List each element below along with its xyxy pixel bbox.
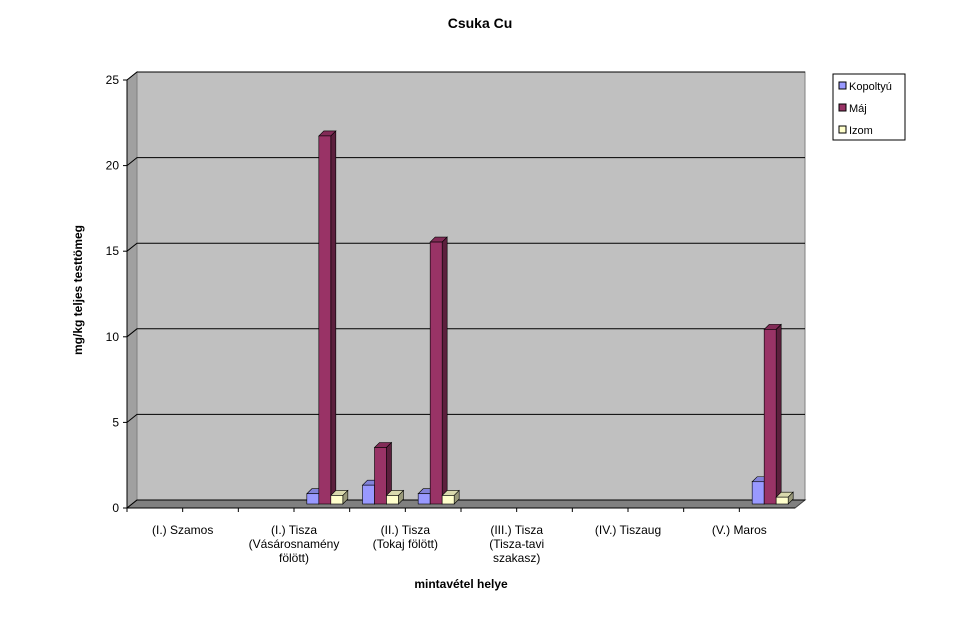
bar — [362, 484, 375, 505]
bar — [441, 495, 455, 505]
legend: Kopoltyú Máj Izom — [832, 73, 906, 141]
bar — [775, 496, 789, 505]
x-tick-label: (IV.) Tiszaug — [595, 523, 661, 537]
grid-line — [126, 499, 805, 509]
y-tick-label: 5 — [112, 415, 119, 429]
y-tick-label: 15 — [106, 244, 120, 258]
grid-line — [126, 71, 805, 81]
x-axis-label: mintavétel helye — [414, 577, 508, 591]
y-tick-label: 0 — [112, 501, 119, 515]
bar — [763, 329, 777, 505]
x-tick-label: (II.) Tisza (Tokaj fölött) — [373, 523, 438, 551]
x-tick-label: (I.) Tisza (Vásárosnamény fölött) — [249, 523, 340, 565]
grid-line — [126, 157, 805, 166]
back-wall — [136, 71, 806, 501]
bar — [306, 493, 320, 505]
floor — [125, 499, 807, 509]
y-tick-label: 10 — [106, 330, 120, 344]
grid-line — [126, 328, 805, 338]
bar — [417, 493, 431, 505]
legend-swatch — [838, 125, 847, 134]
grid-line — [126, 413, 805, 423]
y-tick-label: 20 — [106, 159, 120, 173]
y-axis-label: mg/kg teljes testtömeg — [71, 225, 85, 355]
side-wall — [126, 70, 138, 510]
bar — [374, 447, 387, 505]
legend-swatch — [838, 81, 847, 90]
bar-side — [330, 130, 337, 505]
bar — [751, 481, 765, 505]
bar — [386, 495, 399, 505]
grid-line — [126, 242, 805, 252]
legend-label: Izom — [849, 125, 873, 137]
y-tick-label: 25 — [106, 73, 120, 87]
bar — [330, 495, 344, 505]
bar-side — [775, 323, 782, 505]
x-tick-label: (III.) Tisza (Tisza-tavi szakasz) — [489, 523, 544, 565]
x-tick-label: (V.) Maros — [712, 523, 767, 537]
x-tick-label: (I.) Szamos — [152, 523, 213, 537]
bar — [318, 135, 332, 505]
legend-swatch — [838, 103, 847, 112]
bar-side — [441, 236, 448, 505]
bar — [429, 241, 443, 505]
legend-label: Máj — [849, 103, 867, 115]
legend-label: Kopoltyú — [849, 81, 892, 93]
chart-title: Csuka Cu — [448, 15, 513, 31]
